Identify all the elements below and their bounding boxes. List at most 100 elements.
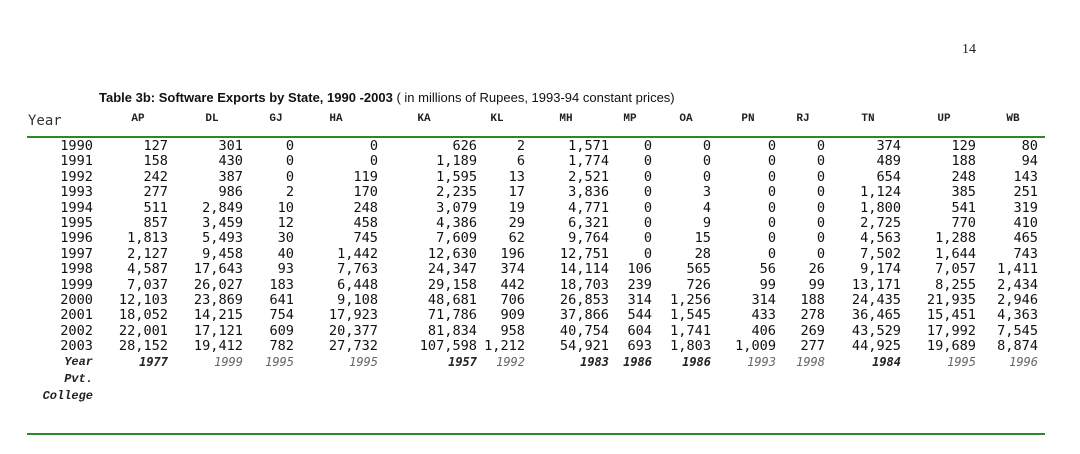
cell-rj: 0: [816, 168, 825, 185]
cell-rj: 0: [816, 245, 825, 262]
cell-mp: 693: [627, 338, 652, 355]
cell-ap: 18,052: [118, 307, 168, 324]
cell-up: 7,057: [935, 261, 976, 278]
cell-oa: 9: [702, 215, 711, 231]
cell-mh: 12,751: [559, 245, 609, 262]
cell-rj: 277: [800, 338, 825, 355]
cell-up: 541: [951, 199, 976, 216]
cell-tn: 36,465: [851, 307, 901, 324]
cell-ka: 4,386: [436, 215, 477, 231]
cell-ka: 7,609: [436, 230, 477, 247]
cell-ap: 857: [143, 215, 168, 231]
cell-oa: 0: [702, 138, 711, 154]
cell-mp: 314: [627, 292, 652, 308]
cell-mp: 0: [643, 138, 652, 154]
cell-ka: 12,630: [427, 245, 477, 262]
table-row: 1992 242 387 0 119 1,595 13 2,521 0 0 0 0 654 248 143: [0, 168, 1080, 185]
cell-wb: 2,946: [997, 292, 1038, 308]
cell-mp: 0: [643, 230, 652, 247]
cell-pn: 0: [767, 215, 776, 231]
cell-kl: 6: [516, 153, 525, 170]
column-header-ha: HA: [329, 113, 343, 125]
row-year: 1996: [60, 230, 93, 247]
cell-pn: 0: [767, 184, 776, 201]
est-year-wb: 1996: [1009, 354, 1038, 369]
cell-up: 1,288: [935, 230, 976, 247]
cell-oa: 3: [702, 184, 711, 201]
cell-up: 17,992: [926, 322, 976, 339]
establishment-year-row: 1977 1999 1995 1995 1957 1992 1983 1986 1986 1993…: [0, 355, 1080, 370]
cell-gj: 0: [285, 168, 294, 185]
cell-mh: 18,703: [559, 276, 609, 293]
cell-mh: 3,836: [568, 184, 609, 201]
cell-dl: 986: [218, 184, 243, 201]
table-row: 1996 1,813 5,493 30 745 7,609 62 9,764 0 15 0 0 4,56…: [0, 231, 1080, 246]
column-header-oa: OA: [679, 113, 693, 125]
cell-gj: 0: [285, 138, 294, 154]
cell-mh: 1,571: [568, 138, 609, 154]
cell-pn: 433: [751, 307, 776, 324]
cell-ka: 48,681: [427, 292, 477, 308]
cell-dl: 23,869: [193, 292, 243, 308]
cell-gj: 10: [277, 199, 294, 216]
cell-tn: 24,435: [851, 292, 901, 308]
cell-mh: 9,764: [568, 230, 609, 247]
cell-rj: 0: [816, 153, 825, 170]
row-year: 1993: [60, 184, 93, 201]
column-header-rj: RJ: [796, 113, 810, 125]
cell-mp: 0: [643, 245, 652, 262]
est-year-ka: 1957: [448, 354, 477, 369]
cell-tn: 489: [876, 153, 901, 170]
cell-tn: 374: [876, 138, 901, 154]
table-row: 1997 2,127 9,458 40 1,442 12,630 196 12,751 0 28 0…: [0, 245, 1080, 262]
cell-gj: 183: [269, 276, 294, 293]
cell-kl: 2: [516, 138, 525, 154]
cell-dl: 5,493: [202, 230, 243, 247]
row-year: 1998: [60, 261, 93, 278]
cell-mp: 239: [627, 276, 652, 293]
cell-wb: 4,363: [997, 307, 1038, 324]
cell-gj: 2: [285, 184, 294, 201]
cell-ha: 0: [369, 153, 378, 170]
cell-pn: 0: [767, 245, 776, 262]
column-header-tn: TN: [861, 113, 875, 125]
est-year-ha: 1995: [349, 354, 378, 369]
column-header-kl: KL: [490, 113, 504, 125]
table-row: 2003 28,152 19,412 782 27,732 107,598 1,212 54,…: [0, 339, 1080, 354]
cell-up: 19,689: [926, 338, 976, 355]
cell-wb: 7,545: [997, 322, 1038, 339]
cell-gj: 609: [269, 322, 294, 339]
cell-kl: 17: [508, 184, 525, 201]
row-year: 2001: [60, 307, 93, 324]
cell-mh: 2,521: [568, 168, 609, 185]
cell-up: 129: [951, 138, 976, 154]
est-row-label-line: Year: [64, 354, 93, 369]
cell-wb: 94: [1021, 153, 1038, 170]
cell-oa: 1,803: [670, 338, 711, 355]
cell-ha: 1,442: [337, 245, 378, 262]
est-year-tn: 1984: [872, 354, 901, 369]
est-year-kl: 1992: [496, 354, 525, 369]
column-header-up: UP: [937, 113, 951, 125]
row-year: 1992: [60, 168, 93, 185]
cell-tn: 654: [876, 168, 901, 185]
cell-gj: 754: [269, 307, 294, 324]
table-row: 1994 511 2,849 10 248 3,079 19 4,771 0 4 0 0 1,800 54…: [0, 199, 1080, 216]
cell-oa: 1,741: [670, 322, 711, 339]
table-row: 1998 4,587 17,643 93 7,763 24,347 374 14,114 106…: [0, 262, 1080, 277]
cell-mp: 0: [643, 215, 652, 231]
row-year: 2000: [60, 292, 93, 308]
cell-ap: 277: [143, 184, 168, 201]
cell-mh: 6,321: [568, 215, 609, 231]
cell-ap: 22,001: [118, 322, 168, 339]
cell-rj: 0: [816, 230, 825, 247]
est-year-ap: 1977: [139, 354, 168, 369]
cell-pn: 406: [751, 322, 776, 339]
cell-up: 385: [951, 184, 976, 201]
cell-kl: 909: [500, 307, 525, 324]
cell-gj: 30: [277, 230, 294, 247]
cell-tn: 2,725: [860, 215, 901, 231]
cell-kl: 19: [508, 199, 525, 216]
cell-oa: 4: [702, 199, 711, 216]
cell-pn: 0: [767, 199, 776, 216]
